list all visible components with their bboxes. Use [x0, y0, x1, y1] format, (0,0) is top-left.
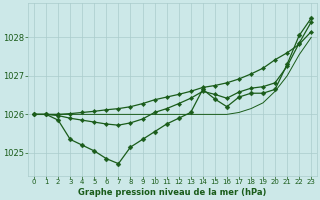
- X-axis label: Graphe pression niveau de la mer (hPa): Graphe pression niveau de la mer (hPa): [78, 188, 267, 197]
